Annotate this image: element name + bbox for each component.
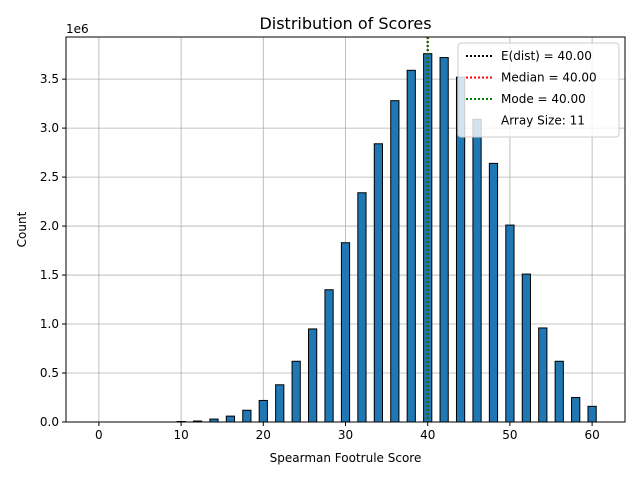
histogram-bar [439, 57, 449, 423]
histogram-bar [357, 192, 367, 423]
x-tick-label: 10 [173, 428, 188, 442]
histogram-bar [324, 289, 334, 423]
histogram-bar [587, 405, 597, 423]
histogram-bar [472, 118, 482, 423]
legend-label: Array Size: 11 [501, 114, 585, 128]
y-tick-label: 1.5 [40, 268, 59, 282]
histogram-bar [242, 409, 252, 423]
histogram-bar [538, 327, 548, 423]
y-tick-label: 2.5 [40, 170, 59, 184]
x-tick-label: 30 [338, 428, 353, 442]
histogram-bar [505, 224, 515, 423]
legend-label: Median = 40.00 [501, 71, 597, 85]
y-tick-label: 0.0 [40, 415, 59, 429]
y-tick-label: 3.5 [40, 72, 59, 86]
histogram-bar [258, 399, 268, 423]
x-axis-ticks: 0 10 20 30 40 50 60 [95, 422, 600, 442]
legend-box [457, 42, 620, 138]
histogram-bar [488, 162, 499, 423]
y-tick-label: 2.0 [40, 219, 59, 233]
y-axis-ticks: 0.0 0.5 1.0 1.5 2.0 2.5 3.0 3.5 [40, 72, 66, 429]
x-tick-label: 40 [420, 428, 435, 442]
y-tick-label: 3.0 [40, 121, 59, 135]
chart-legend: E(dist) = 40.00 Median = 40.00 Mode = 40.0… [457, 42, 620, 138]
histogram-bar [275, 384, 285, 423]
histogram-bar [373, 143, 383, 423]
histogram-bar [308, 328, 318, 423]
y-tick-label: 0.5 [40, 366, 59, 380]
histogram-bar [225, 415, 236, 423]
chart-title: Distribution of Scores [259, 14, 431, 33]
histogram-bar [340, 242, 351, 423]
histogram-bar [521, 273, 531, 423]
legend-label: Mode = 40.00 [501, 92, 586, 106]
x-tick-label: 60 [584, 428, 599, 442]
x-tick-label: 0 [95, 428, 103, 442]
y-axis-label: Count [15, 211, 29, 247]
histogram-bar [390, 100, 400, 423]
x-axis-label: Spearman Footrule Score [270, 451, 422, 465]
histogram-bar [571, 397, 581, 423]
y-tick-label: 1.0 [40, 317, 59, 331]
y-scale-offset-label: 1e6 [66, 22, 89, 36]
histogram-bar [554, 360, 564, 423]
histogram-bar [291, 360, 301, 423]
x-tick-label: 20 [256, 428, 271, 442]
x-tick-label: 50 [502, 428, 517, 442]
histogram-bar [406, 69, 416, 423]
legend-label: E(dist) = 40.00 [501, 49, 592, 63]
